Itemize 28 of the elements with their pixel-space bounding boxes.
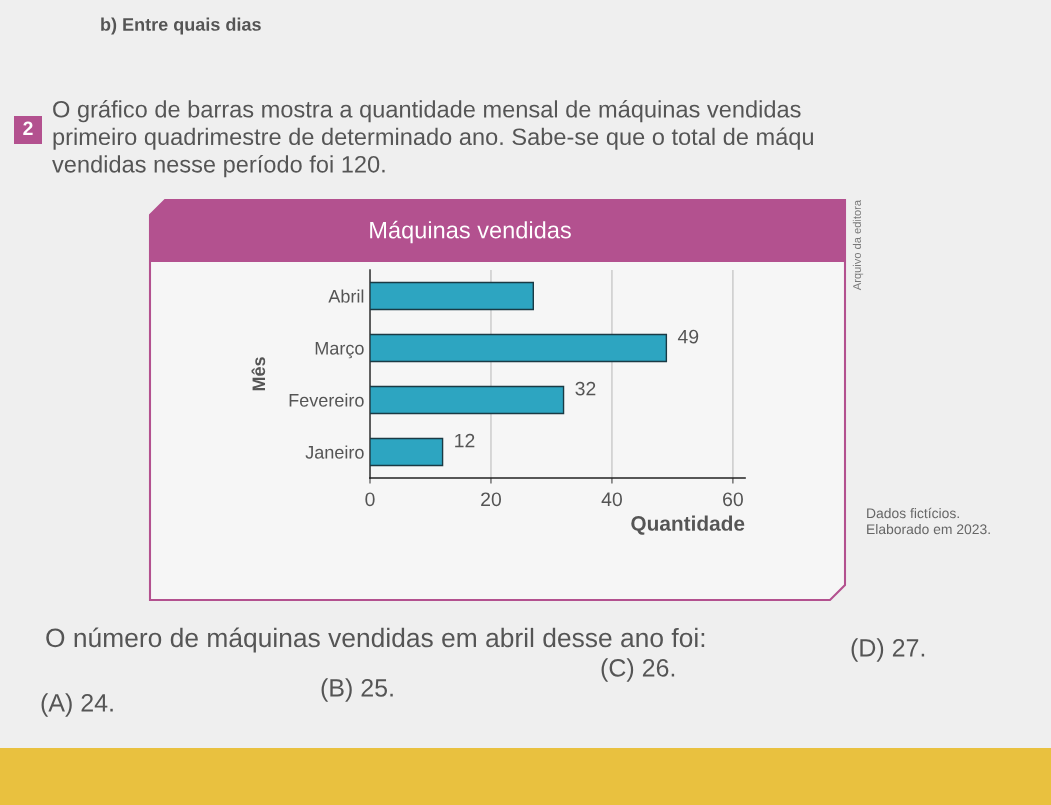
text: Arquivo da editora (852, 199, 864, 291)
text: Dados fictícios. Elaborado em 2023. (867, 507, 990, 535)
text: (B) 25. (321, 678, 393, 702)
bar (370, 333, 668, 363)
x-tick-label: 60 (723, 492, 743, 507)
x-tick-label: 40 (601, 492, 622, 507)
y-tick-label: Março (315, 342, 364, 359)
text: (C) 26. (601, 658, 675, 682)
text: O gráfico de barras mostra a quantidade mensal de máquinas vendidas primeiro quadrimestre de determinado ano. Sabe-se que o total de máqu vendidas nesse período foi 120. (52, 100, 813, 178)
text: (D) 27. (851, 638, 925, 662)
x-axis-title: Quantidade (631, 515, 745, 535)
text: (A) 24. (41, 693, 113, 717)
bar (370, 281, 535, 311)
data-label: 32 (575, 381, 596, 396)
data-label: 49 (677, 329, 699, 344)
chart-title: Máquinas vendidas (370, 220, 571, 244)
bar (370, 437, 444, 467)
data-label: 12 (455, 433, 475, 448)
x-tick-label: 0 (365, 492, 375, 507)
text: b) Entre quais dias (101, 17, 261, 35)
y-tick-label: Fevereiro (289, 393, 364, 407)
y-tick-label: Janeiro (305, 445, 364, 459)
bar (370, 385, 565, 415)
x-tick-label: 20 (481, 492, 502, 507)
text: 2 (23, 121, 33, 136)
y-tick-label: Abril (328, 289, 364, 303)
y-axis-title: Mês (251, 357, 266, 391)
text: O número de máquinas vendidas em abril desse ano foi: (46, 627, 705, 653)
